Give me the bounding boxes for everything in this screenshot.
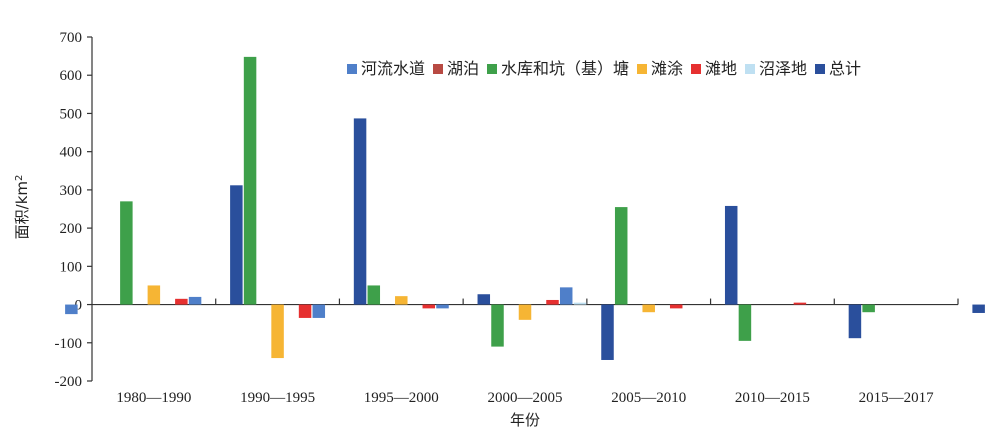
x-axis-ticks: 1980—1990 1990—1995 1995—2000 2000—2005 2005… [116, 298, 959, 406]
legend-swatch [745, 64, 755, 74]
bar [353, 118, 367, 305]
bar [367, 285, 381, 305]
x-tick-label: 2010—2015 [735, 390, 810, 406]
y-tick-label: 600 [60, 68, 83, 84]
x-axis-title: 年份 [510, 411, 540, 429]
bar [147, 285, 161, 305]
bar [65, 304, 78, 315]
legend-label: 总计 [829, 59, 861, 78]
bar [188, 296, 202, 305]
x-tick-label: 2005—2010 [611, 390, 686, 406]
legend-label: 水库和坑（基）塘 [501, 59, 629, 78]
y-tick-label: 700 [60, 30, 83, 46]
bars [65, 56, 985, 360]
legend-swatch [637, 64, 647, 74]
bar [972, 304, 985, 313]
y-axis-ticks: -200 -100 0 100 200 300 400 500 600 700 [55, 30, 92, 390]
y-tick-label: -100 [55, 336, 83, 352]
bar [559, 287, 573, 305]
legend-label: 沼泽地 [759, 59, 807, 78]
legend-swatch [433, 64, 443, 74]
y-axis-title: 面积/km2 [13, 175, 31, 240]
y-tick-label: 200 [60, 221, 83, 237]
x-tick-label: 2015—2017 [859, 390, 935, 406]
legend-swatch [815, 64, 825, 74]
bar [422, 304, 436, 309]
axes [91, 37, 958, 381]
x-tick-label: 2000—2005 [488, 390, 563, 406]
bar [738, 304, 752, 341]
y-tick-label: 0 [75, 298, 83, 314]
bar [669, 304, 683, 309]
bar [230, 185, 243, 305]
bar [312, 304, 326, 318]
bar [793, 302, 807, 305]
legend-label: 滩地 [705, 59, 737, 78]
x-tick-label: 1980—1990 [116, 390, 191, 406]
bar [614, 207, 628, 305]
bar [175, 298, 188, 305]
bar [395, 296, 408, 305]
bar [243, 56, 257, 305]
x-tick-label: 1990—1995 [240, 390, 315, 406]
legend-label: 湖泊 [447, 59, 479, 78]
bar [601, 304, 614, 360]
bar [298, 304, 312, 318]
bar [518, 304, 532, 320]
bar [271, 304, 284, 359]
legend-swatch [347, 64, 357, 74]
bar [477, 294, 491, 305]
legend-label: 河流水道 [361, 59, 425, 78]
bar [862, 304, 875, 313]
bar [491, 304, 504, 347]
legend: 河流水道 湖泊 水库和坑（基）塘 滩涂 滩地 沼泽地 总计 [347, 59, 861, 78]
bar [120, 201, 133, 305]
y-tick-label: 300 [60, 183, 83, 199]
bar [573, 302, 587, 305]
legend-swatch [691, 64, 701, 74]
x-tick-label: 1995—2000 [364, 390, 439, 406]
bar [546, 299, 559, 305]
bar [724, 205, 738, 305]
y-tick-label: 500 [60, 106, 83, 122]
bar [436, 304, 449, 309]
bar [848, 304, 862, 339]
y-tick-label: 400 [60, 145, 83, 161]
y-tick-label: 100 [60, 259, 83, 275]
y-tick-label: -200 [55, 374, 83, 390]
legend-swatch [487, 64, 497, 74]
legend-label: 滩涂 [651, 59, 683, 78]
bar [642, 304, 655, 313]
